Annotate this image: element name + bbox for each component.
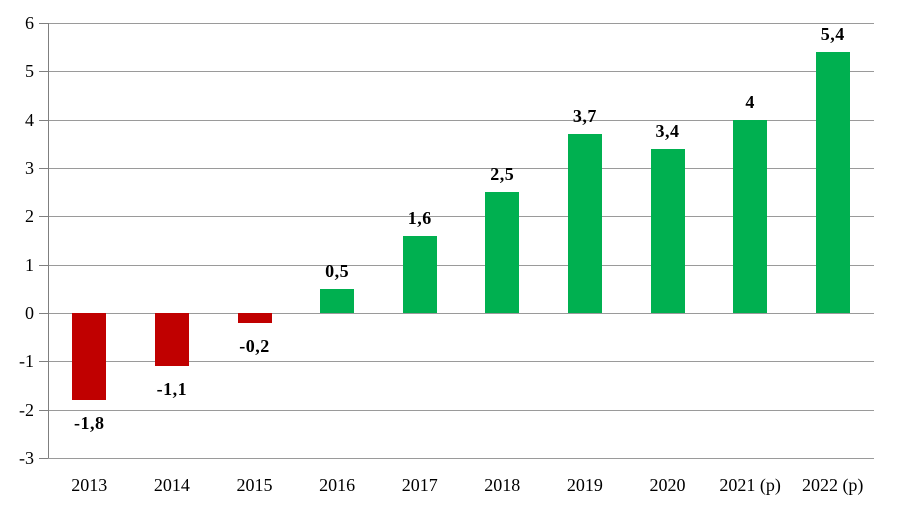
gridline (48, 71, 874, 72)
bar-value-label: 3,7 (572, 106, 597, 127)
x-axis-label: 2017 (401, 475, 438, 495)
x-axis-label: 2014 (153, 475, 190, 495)
y-axis-tick (39, 265, 48, 266)
bar-value-label: 3,4 (655, 120, 680, 141)
bar (650, 148, 685, 313)
x-axis-label: 2016 (319, 475, 356, 495)
x-axis-label: 2020 (649, 475, 686, 495)
bar (72, 313, 107, 400)
y-axis-label: -2 (19, 400, 34, 420)
y-axis-label: -3 (19, 448, 34, 468)
y-axis-tick (39, 361, 48, 362)
y-axis-label: 4 (25, 110, 34, 130)
bar-value-label: 5,4 (820, 24, 845, 44)
y-axis-tick (39, 168, 48, 169)
y-axis-tick (39, 71, 48, 72)
y-axis-label: 3 (25, 158, 34, 178)
y-axis-label: 2 (25, 206, 34, 226)
y-axis-tick (39, 120, 48, 121)
bar (237, 313, 272, 323)
bar (320, 288, 355, 313)
x-axis-label: 2021 (p) (719, 475, 781, 495)
bar-value-label: 4 (745, 91, 755, 112)
bar (154, 313, 189, 367)
gridline (48, 23, 874, 24)
bar (567, 134, 602, 313)
y-axis-tick (39, 23, 48, 24)
y-axis-tick (39, 410, 48, 411)
bar-value-label: 0,5 (325, 260, 350, 281)
bar-value-label: -1,1 (156, 379, 188, 400)
bar (402, 235, 437, 313)
x-axis-label: 2022 (p) (801, 475, 864, 495)
y-axis-label: -1 (19, 351, 34, 371)
y-axis-label: 6 (25, 13, 34, 33)
bar-value-label: 2,5 (490, 164, 515, 185)
bar (733, 119, 768, 313)
y-axis (48, 23, 49, 458)
bar-value-label: -1,8 (74, 413, 105, 433)
x-axis-label: 2019 (566, 475, 603, 495)
y-axis-label: 1 (25, 255, 34, 275)
gridline (48, 458, 874, 459)
y-axis-label: 5 (25, 61, 34, 81)
y-axis-label: 0 (25, 303, 34, 323)
bar (485, 192, 520, 313)
x-axis-label: 2018 (484, 475, 521, 495)
x-axis-label: 2013 (71, 475, 108, 495)
bar-value-label: 1,6 (407, 207, 432, 228)
y-axis-tick (39, 458, 48, 459)
gridline (48, 410, 874, 411)
bar-value-label: -0,2 (239, 335, 270, 356)
x-axis-label: 2015 (236, 475, 273, 495)
y-axis-tick (39, 216, 48, 217)
y-axis-tick (39, 313, 48, 314)
bar (815, 52, 850, 313)
